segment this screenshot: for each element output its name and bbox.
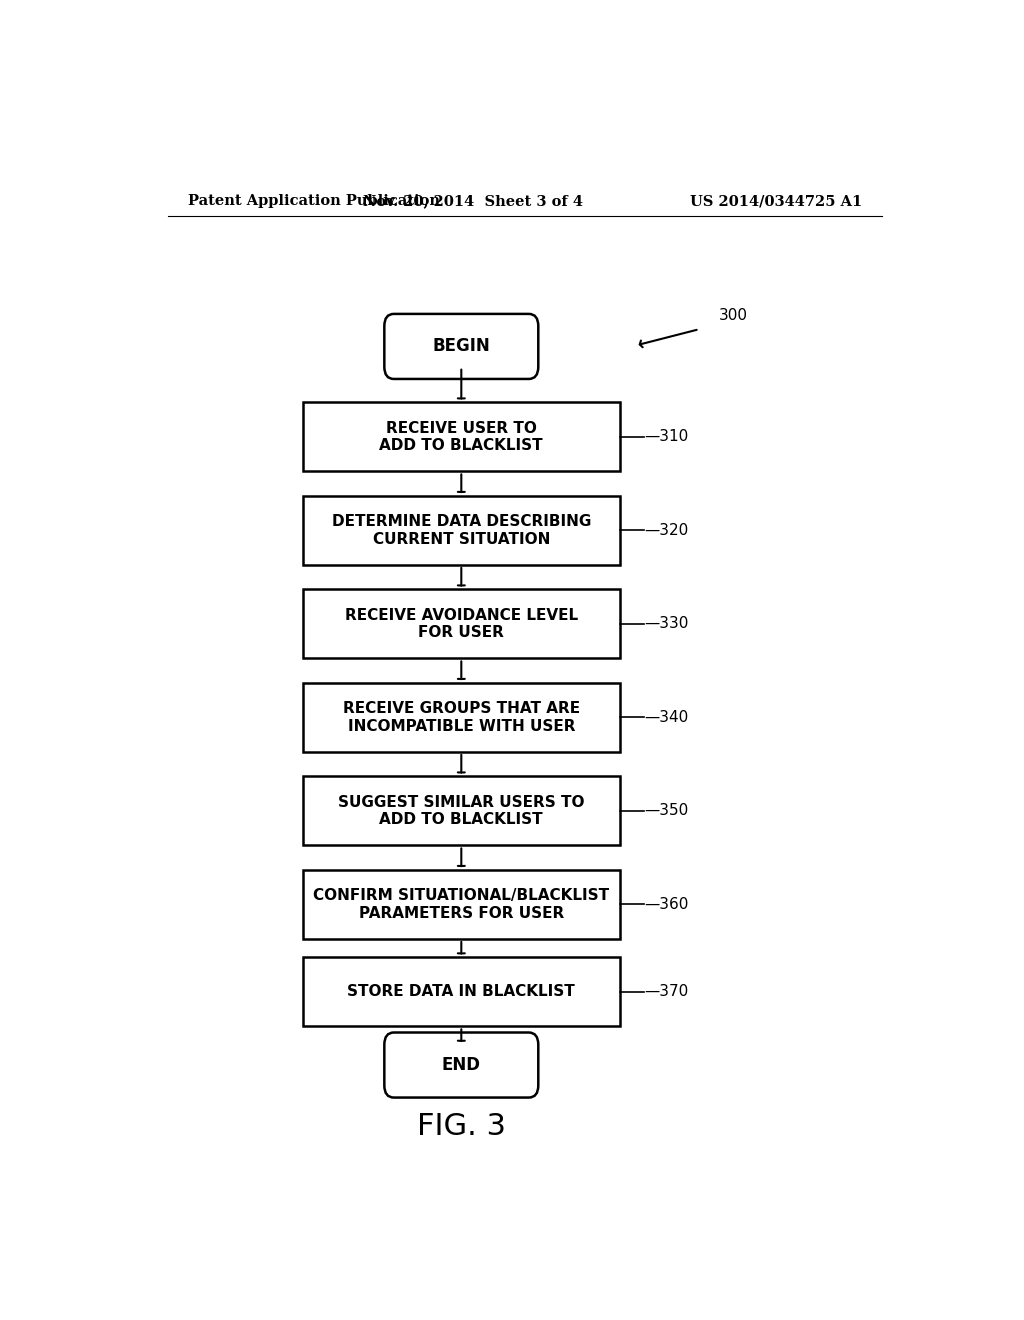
Text: —370: —370	[644, 985, 688, 999]
Text: CONFIRM SITUATIONAL/BLACKLIST
PARAMETERS FOR USER: CONFIRM SITUATIONAL/BLACKLIST PARAMETERS…	[313, 888, 609, 920]
Bar	[303, 776, 621, 846]
Text: —360: —360	[644, 896, 688, 912]
Text: Patent Application Publication: Patent Application Publication	[187, 194, 439, 209]
Bar	[303, 682, 621, 752]
Text: —320: —320	[644, 523, 688, 539]
Bar	[303, 870, 621, 939]
Bar	[303, 589, 621, 659]
Text: —350: —350	[644, 804, 688, 818]
Text: STORE DATA IN BLACKLIST: STORE DATA IN BLACKLIST	[347, 985, 575, 999]
Text: RECEIVE GROUPS THAT ARE
INCOMPATIBLE WITH USER: RECEIVE GROUPS THAT ARE INCOMPATIBLE WIT…	[343, 701, 580, 734]
Text: —340: —340	[644, 710, 688, 725]
Text: RECEIVE AVOIDANCE LEVEL
FOR USER: RECEIVE AVOIDANCE LEVEL FOR USER	[345, 607, 578, 640]
Text: US 2014/0344725 A1: US 2014/0344725 A1	[690, 194, 862, 209]
Text: Nov. 20, 2014  Sheet 3 of 4: Nov. 20, 2014 Sheet 3 of 4	[364, 194, 584, 209]
Text: —330: —330	[644, 616, 688, 631]
Text: RECEIVE USER TO
ADD TO BLACKLIST: RECEIVE USER TO ADD TO BLACKLIST	[380, 421, 543, 453]
Bar	[303, 957, 621, 1027]
FancyBboxPatch shape	[384, 314, 539, 379]
Text: SUGGEST SIMILAR USERS TO
ADD TO BLACKLIST: SUGGEST SIMILAR USERS TO ADD TO BLACKLIS…	[338, 795, 585, 828]
Bar	[303, 403, 621, 471]
FancyBboxPatch shape	[384, 1032, 539, 1097]
Bar	[303, 496, 621, 565]
Text: BEGIN: BEGIN	[432, 338, 490, 355]
Text: 300: 300	[719, 308, 749, 323]
Text: DETERMINE DATA DESCRIBING
CURRENT SITUATION: DETERMINE DATA DESCRIBING CURRENT SITUAT…	[332, 515, 591, 546]
Text: END: END	[441, 1056, 481, 1074]
Text: —310: —310	[644, 429, 688, 445]
Text: FIG. 3: FIG. 3	[417, 1111, 506, 1140]
